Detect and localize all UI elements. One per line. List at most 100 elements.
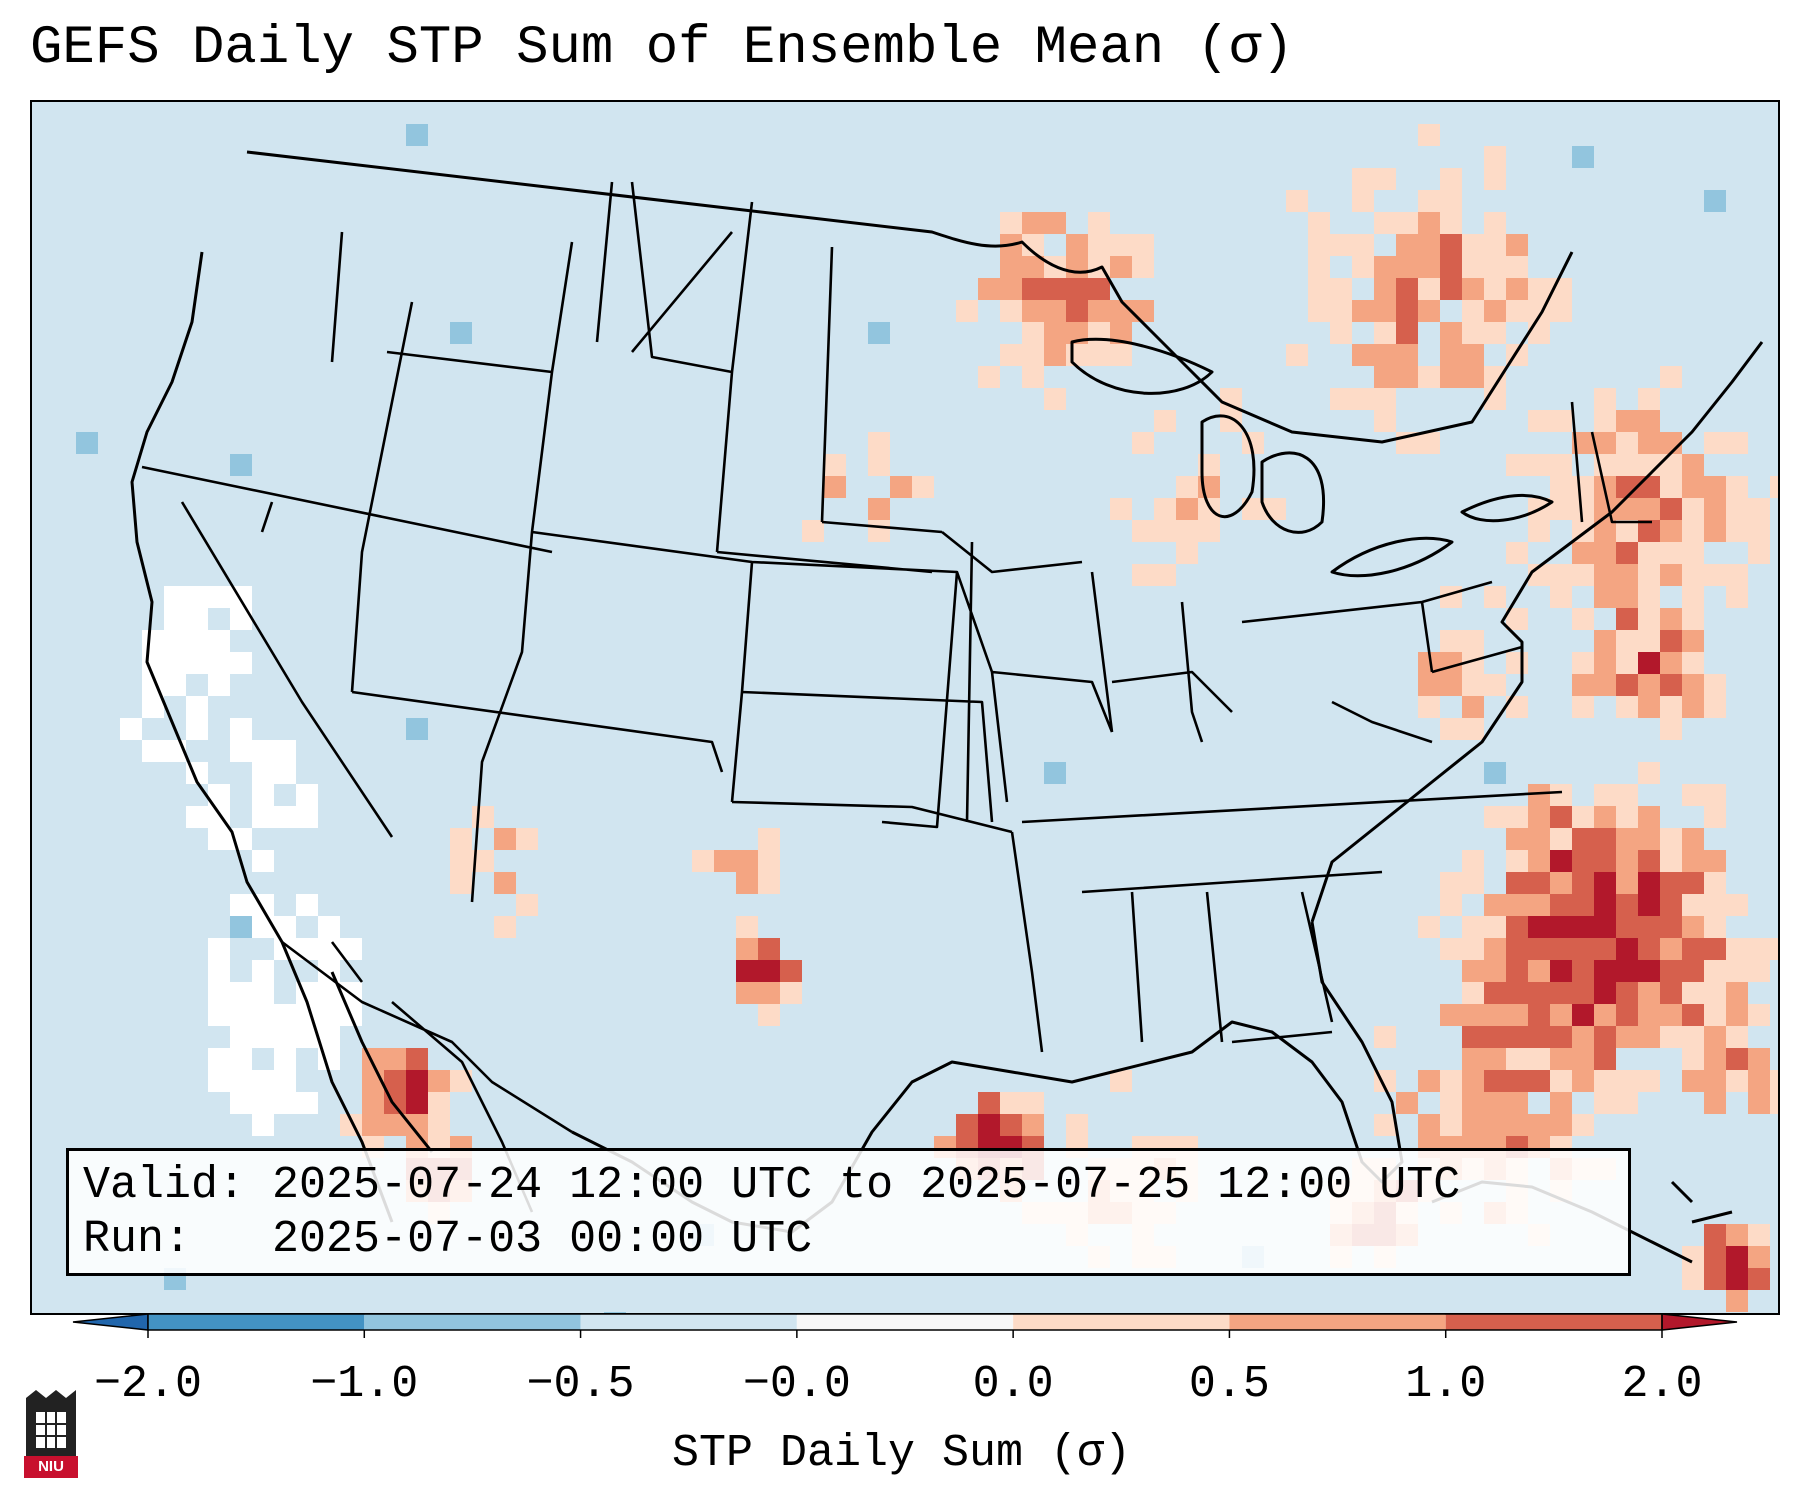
stp-cell (252, 806, 274, 828)
stp-cell (978, 278, 1000, 300)
stp-cell (1000, 1092, 1022, 1114)
stp-cell (1682, 1004, 1704, 1026)
stp-cell (1440, 234, 1462, 256)
stp-cell (1572, 894, 1594, 916)
stp-cell (1132, 520, 1154, 542)
stp-cell (1528, 278, 1550, 300)
stp-cell (978, 366, 1000, 388)
stp-cell (1616, 828, 1638, 850)
stp-cell (1660, 894, 1682, 916)
stp-cell (1704, 1026, 1726, 1048)
atlantic-coastline (1310, 341, 1764, 923)
stp-cell (296, 894, 318, 916)
stp-cell (1594, 1048, 1616, 1070)
stp-cell (758, 938, 780, 960)
stp-cell (1154, 520, 1176, 542)
stp-cell (1418, 652, 1440, 674)
stp-cell (1594, 872, 1616, 894)
stp-cell (1726, 938, 1748, 960)
stp-cell (1616, 1026, 1638, 1048)
stp-cell (1308, 300, 1330, 322)
stp-cell (1330, 388, 1352, 410)
stp-cell (1000, 256, 1022, 278)
stp-cell (1506, 300, 1528, 322)
niu-logo (24, 1390, 78, 1478)
stp-cell (1638, 388, 1660, 410)
stp-cell (1638, 828, 1660, 850)
stp-cell (1066, 1114, 1088, 1136)
colorbar-segment (364, 1314, 581, 1330)
stp-cell (1110, 1070, 1132, 1092)
stp-cell (252, 850, 274, 872)
stp-cell (1572, 872, 1594, 894)
stp-cell (428, 1114, 450, 1136)
stp-cell (472, 850, 494, 872)
stp-cell (1418, 124, 1440, 146)
stp-cell (1682, 1246, 1704, 1268)
stp-cell (1550, 1026, 1572, 1048)
stp-cell (1506, 1070, 1528, 1092)
stp-cell (296, 784, 318, 806)
stp-cell (1660, 850, 1682, 872)
stp-cell (1572, 1004, 1594, 1026)
stp-cell (208, 652, 230, 674)
stp-cell (1088, 212, 1110, 234)
stp-cell (1616, 498, 1638, 520)
stp-cell (1484, 212, 1506, 234)
stp-cell (1638, 916, 1660, 938)
stp-cell (1022, 322, 1044, 344)
stp-cell (1484, 1004, 1506, 1026)
stp-cell (1000, 212, 1022, 234)
stp-cell (252, 982, 274, 1004)
stp-cell (252, 916, 274, 938)
stp-cell (406, 1048, 428, 1070)
stp-cell (1352, 300, 1374, 322)
stp-cell (1594, 1026, 1616, 1048)
stp-cell (1550, 828, 1572, 850)
stp-cell (1572, 1026, 1594, 1048)
stp-cell (736, 938, 758, 960)
stp-cell (1638, 806, 1660, 828)
stp-cell (1594, 564, 1616, 586)
stp-cell (230, 982, 252, 1004)
colorbar-tick-label: −0.0 (742, 1359, 851, 1410)
stp-cell (978, 1092, 1000, 1114)
stp-cell (406, 124, 428, 146)
stp-cell (736, 960, 758, 982)
stp-cell (1594, 1070, 1616, 1092)
stp-cell (1770, 1070, 1778, 1092)
stp-cell (1440, 674, 1462, 696)
stp-cell (1726, 1268, 1748, 1290)
stp-cell (1572, 608, 1594, 630)
colorbar-tick-label: −0.5 (526, 1359, 635, 1410)
stp-cell (1066, 234, 1088, 256)
stp-cell (1616, 1092, 1638, 1114)
stp-cell (1462, 872, 1484, 894)
stp-cell (428, 1092, 450, 1114)
stp-cell (384, 1048, 406, 1070)
stp-cell (1682, 674, 1704, 696)
stp-cell (208, 784, 230, 806)
stp-cell (1066, 344, 1088, 366)
stp-cell (1550, 454, 1572, 476)
stp-cell (252, 1114, 274, 1136)
stp-cell (1374, 410, 1396, 432)
stp-cell (1132, 432, 1154, 454)
stp-cell (1440, 718, 1462, 740)
stp-cell (1506, 454, 1528, 476)
stp-cell (1704, 784, 1726, 806)
pacific-coastline (130, 251, 394, 1223)
stp-cell (1418, 916, 1440, 938)
stp-cell (1572, 498, 1594, 520)
stp-cell (1660, 872, 1682, 894)
stp-cell (1440, 1004, 1462, 1026)
stp-cell (1484, 674, 1506, 696)
stp-cell (1308, 212, 1330, 234)
stp-cell (1704, 850, 1726, 872)
stp-cell (1638, 608, 1660, 630)
stp-cell (142, 630, 164, 652)
stp-cell (1066, 322, 1088, 344)
stp-cell (1682, 828, 1704, 850)
stp-cell (736, 872, 758, 894)
stp-cell (494, 872, 516, 894)
